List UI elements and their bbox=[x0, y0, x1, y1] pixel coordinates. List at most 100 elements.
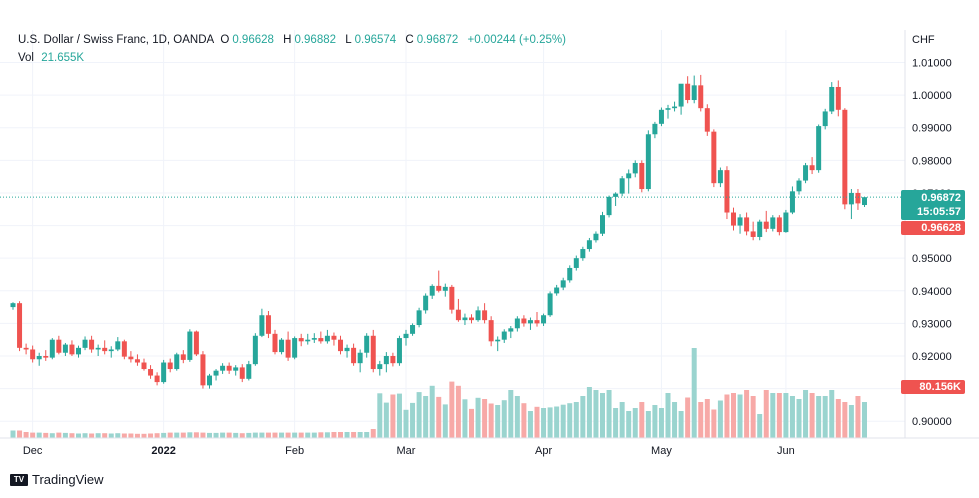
candle-body bbox=[855, 192, 861, 204]
candle-body bbox=[606, 196, 612, 216]
open-price-tag: 0.96628 bbox=[901, 221, 965, 235]
candle-body bbox=[508, 328, 514, 332]
candle-body bbox=[134, 359, 140, 363]
volume-bar bbox=[102, 433, 108, 438]
tradingview-logo-text: TradingView bbox=[32, 472, 104, 487]
volume-bar bbox=[154, 433, 160, 438]
volume-bar bbox=[95, 433, 101, 438]
volume-bar bbox=[613, 408, 619, 438]
candle-body bbox=[731, 212, 736, 226]
volume-bar bbox=[436, 396, 442, 438]
symbol-title[interactable]: U.S. Dollar / Swiss Franc, 1D, OANDA bbox=[18, 34, 215, 46]
volume-bar bbox=[724, 394, 730, 438]
volume-bar bbox=[298, 432, 304, 438]
candle-body bbox=[383, 356, 389, 365]
high-label: H bbox=[283, 34, 292, 46]
candle-body bbox=[331, 335, 337, 340]
volume-bar bbox=[560, 404, 566, 438]
volume-bar bbox=[134, 433, 140, 438]
candle-body bbox=[82, 339, 88, 348]
volume-bar bbox=[76, 433, 81, 438]
volume-label: Vol bbox=[18, 52, 34, 64]
candle-body bbox=[750, 231, 756, 237]
candle-body bbox=[344, 347, 350, 352]
candle-body bbox=[108, 349, 114, 352]
candle-body bbox=[514, 318, 520, 329]
volume-value: 21.655K bbox=[41, 52, 85, 64]
volume-bar bbox=[462, 399, 468, 438]
volume-bar bbox=[488, 403, 494, 438]
volume-bar bbox=[259, 432, 265, 438]
volume-bar bbox=[632, 408, 638, 438]
candle-body bbox=[364, 335, 370, 353]
candle-body bbox=[567, 267, 573, 281]
volume-bar bbox=[115, 433, 121, 438]
candle-body bbox=[757, 221, 763, 237]
candle-body bbox=[573, 258, 579, 268]
candle-body bbox=[816, 126, 822, 171]
tradingview-logo[interactable]: TV TradingView bbox=[10, 472, 104, 487]
volume-bar bbox=[455, 385, 461, 438]
candle-body bbox=[862, 197, 867, 206]
y-tick-label: 0.90000 bbox=[912, 416, 952, 428]
candle-body bbox=[848, 192, 854, 205]
volume-bar bbox=[318, 432, 324, 438]
volume-bar bbox=[49, 433, 55, 438]
low-value: 0.96574 bbox=[354, 34, 397, 46]
volume-bar bbox=[207, 432, 212, 438]
candle-body bbox=[763, 221, 769, 229]
candle-body bbox=[403, 333, 409, 339]
volume-bar bbox=[265, 432, 271, 438]
volume-bar bbox=[796, 399, 802, 438]
volume-bar bbox=[292, 432, 298, 438]
volume-bar bbox=[30, 432, 36, 438]
candle-body bbox=[619, 178, 625, 194]
volume-bar bbox=[449, 381, 455, 438]
volume-bar bbox=[685, 397, 691, 438]
candle-body bbox=[351, 347, 357, 364]
volume-bar bbox=[324, 432, 330, 438]
volume-bar bbox=[541, 408, 547, 438]
candle-body bbox=[416, 310, 422, 326]
candle-body bbox=[829, 86, 835, 112]
volume-bar bbox=[770, 393, 776, 438]
volume-bar bbox=[82, 433, 88, 438]
candle-body bbox=[632, 162, 638, 174]
volume-bar bbox=[678, 411, 684, 438]
volume-bar bbox=[108, 433, 114, 438]
candle-body bbox=[737, 217, 743, 226]
candle-body bbox=[449, 286, 455, 310]
candle-body bbox=[744, 217, 750, 232]
candle-body bbox=[62, 344, 68, 353]
candle-body bbox=[56, 339, 62, 353]
open-label: O bbox=[220, 34, 230, 46]
candle-body bbox=[645, 134, 651, 190]
volume-bar bbox=[285, 432, 291, 438]
volume-bar bbox=[423, 396, 429, 438]
y-tick-label: 0.98000 bbox=[912, 155, 952, 167]
candle-body bbox=[305, 339, 311, 342]
candle-body bbox=[724, 170, 730, 213]
volume-bar bbox=[757, 414, 763, 438]
volume-bar bbox=[390, 394, 396, 438]
candle-body bbox=[462, 317, 468, 321]
volume-bar bbox=[272, 432, 278, 438]
volume-bar bbox=[357, 432, 363, 438]
volume-bar bbox=[377, 393, 383, 438]
volume-bar bbox=[658, 408, 664, 438]
low-label: L bbox=[345, 34, 352, 46]
close-value: 0.96872 bbox=[416, 34, 459, 46]
candle-body bbox=[560, 280, 566, 288]
candle-body bbox=[390, 356, 396, 364]
y-tick-label: 0.94000 bbox=[912, 286, 952, 298]
candle-body bbox=[600, 215, 605, 234]
candle-body bbox=[554, 287, 560, 294]
candle-body bbox=[521, 318, 527, 324]
candle-body bbox=[252, 335, 258, 365]
volume-bar bbox=[187, 432, 193, 438]
candle-body bbox=[220, 365, 226, 371]
candle-body bbox=[292, 338, 298, 358]
volume-bar bbox=[652, 405, 658, 438]
volume-bar bbox=[193, 432, 199, 438]
